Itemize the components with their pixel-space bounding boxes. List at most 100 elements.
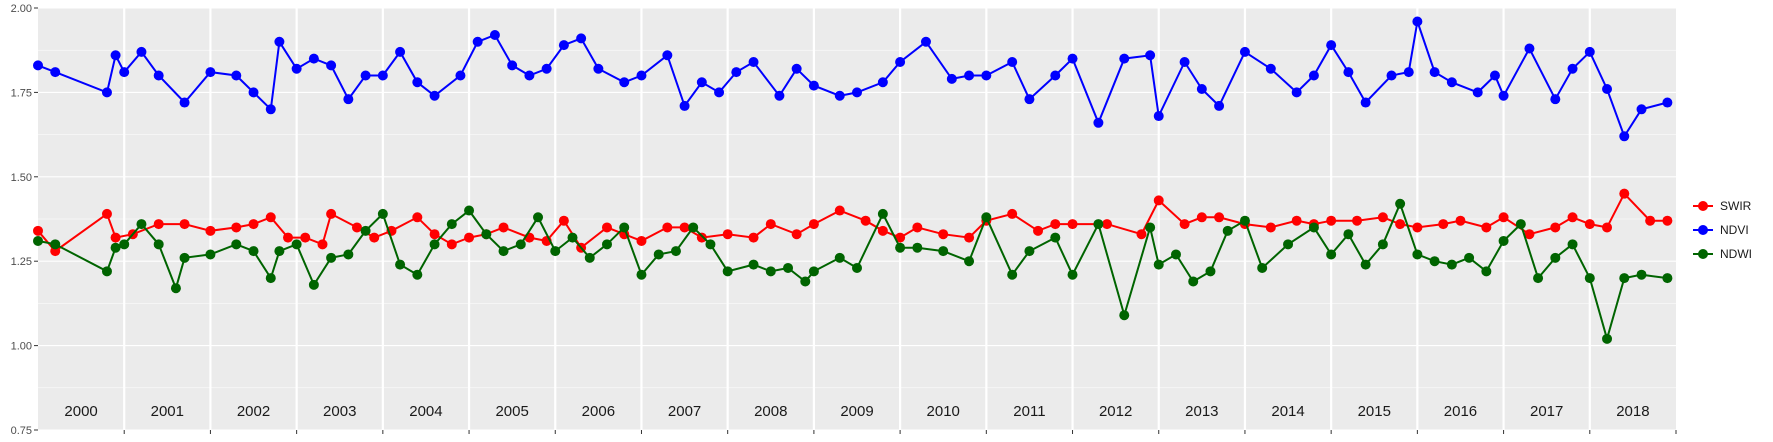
ndwi-point (1515, 219, 1526, 230)
swir-point (101, 208, 112, 219)
ndvi-point (1145, 50, 1156, 61)
ndvi-point (1343, 67, 1354, 78)
ndwi-point (670, 246, 681, 257)
ndwi-point (877, 208, 888, 219)
swir-point (1102, 219, 1113, 230)
ndwi-point (852, 262, 862, 273)
ndvi-point (1386, 70, 1397, 81)
legend-label: NDWI (1720, 247, 1752, 261)
swir-point (1050, 219, 1061, 230)
ndwi-point (265, 273, 276, 284)
ndwi-point (1257, 262, 1268, 273)
ndwi-point (179, 252, 190, 263)
ndwi-point (136, 219, 147, 230)
swir-point (679, 222, 690, 233)
year-label: 2002 (237, 403, 270, 420)
ndvi-point (1239, 46, 1250, 57)
ndwi-point (584, 252, 595, 263)
y-tick-label: 1.25 (11, 256, 32, 268)
ndvi-point (576, 33, 587, 44)
year-label: 2000 (64, 403, 97, 420)
y-tick-label: 1.75 (11, 87, 32, 99)
ndvi-point (1412, 16, 1423, 27)
ndvi-point (877, 77, 888, 88)
ndvi-point (1619, 131, 1630, 142)
ndvi-point (326, 60, 337, 71)
swir-point (601, 222, 612, 233)
swir-point (834, 205, 845, 216)
ndwi-point (705, 239, 716, 250)
ndwi-point (1153, 259, 1164, 270)
swir-point (1645, 215, 1656, 226)
series-layer (33, 16, 1673, 344)
swir-point (429, 229, 440, 240)
ndvi-point (920, 36, 931, 47)
ndwi-point (464, 205, 475, 216)
ndwi-point (205, 249, 216, 260)
ndwi-point (1584, 273, 1595, 284)
swir-point (464, 232, 475, 243)
ndwi-point (1412, 249, 1423, 260)
ndvi-point (1472, 87, 1483, 98)
ndwi-point (533, 212, 544, 223)
ndwi-point (231, 239, 242, 250)
ndvi-point (619, 77, 630, 88)
year-label: 2011 (1013, 403, 1045, 420)
year-label: 2005 (495, 403, 528, 420)
ndwi-point (800, 276, 811, 287)
year-label: 2004 (409, 403, 442, 420)
ndwi-point (343, 249, 354, 260)
swir-point (636, 235, 647, 246)
swir-point (1291, 215, 1302, 226)
swir-point (1214, 212, 1225, 223)
ndvi-point (1179, 57, 1190, 68)
ndwi-point (550, 246, 561, 257)
swir-point (1550, 222, 1561, 233)
swir-point (1412, 222, 1423, 233)
ndvi-point (662, 50, 673, 61)
ndwi-point (1662, 273, 1673, 284)
y-tick-label: 0.75 (11, 425, 32, 437)
ndwi-point (1326, 249, 1337, 260)
ndwi-point (1636, 269, 1647, 280)
ndvi-point (636, 70, 647, 81)
ndvi-point (981, 70, 992, 81)
ndvi-point (731, 67, 742, 78)
year-label: 2003 (323, 403, 356, 420)
ndwi-point (765, 266, 776, 277)
ndvi-point (1326, 40, 1337, 51)
ndwi-point (119, 239, 130, 250)
ndvi-point (1308, 70, 1319, 81)
ndvi-point (524, 70, 535, 81)
ndvi-point (1093, 117, 1104, 128)
ndvi-point (1489, 70, 1500, 81)
ndwi-point (619, 222, 630, 233)
year-label: 2010 (927, 403, 960, 420)
swir-point (33, 225, 43, 236)
swir-point (748, 232, 759, 243)
ndwi-point (964, 256, 975, 267)
ndvi-point (1153, 111, 1164, 122)
ndwi-point (1308, 222, 1319, 233)
ndwi-point (783, 262, 794, 273)
ndwi-point (895, 242, 906, 253)
ndvi-point (558, 40, 569, 51)
ndvi-point (205, 67, 216, 78)
ndwi-point (1602, 333, 1613, 344)
ndwi-point (1464, 252, 1475, 263)
ndwi-point (291, 239, 302, 250)
ndwi-point (688, 222, 699, 233)
ndvi-point (1498, 90, 1509, 101)
year-label: 2016 (1444, 403, 1477, 420)
ndvi-point (360, 70, 371, 81)
ndwi-point (498, 246, 509, 257)
ndvi-point (153, 70, 164, 81)
ndvi-point (541, 63, 552, 74)
ndvi-point (455, 70, 466, 81)
ndwi-point (1567, 239, 1578, 250)
swir-point (1455, 215, 1466, 226)
ndvi-point (834, 90, 845, 101)
ndvi-point (110, 50, 121, 61)
ndvi-point (748, 57, 759, 68)
